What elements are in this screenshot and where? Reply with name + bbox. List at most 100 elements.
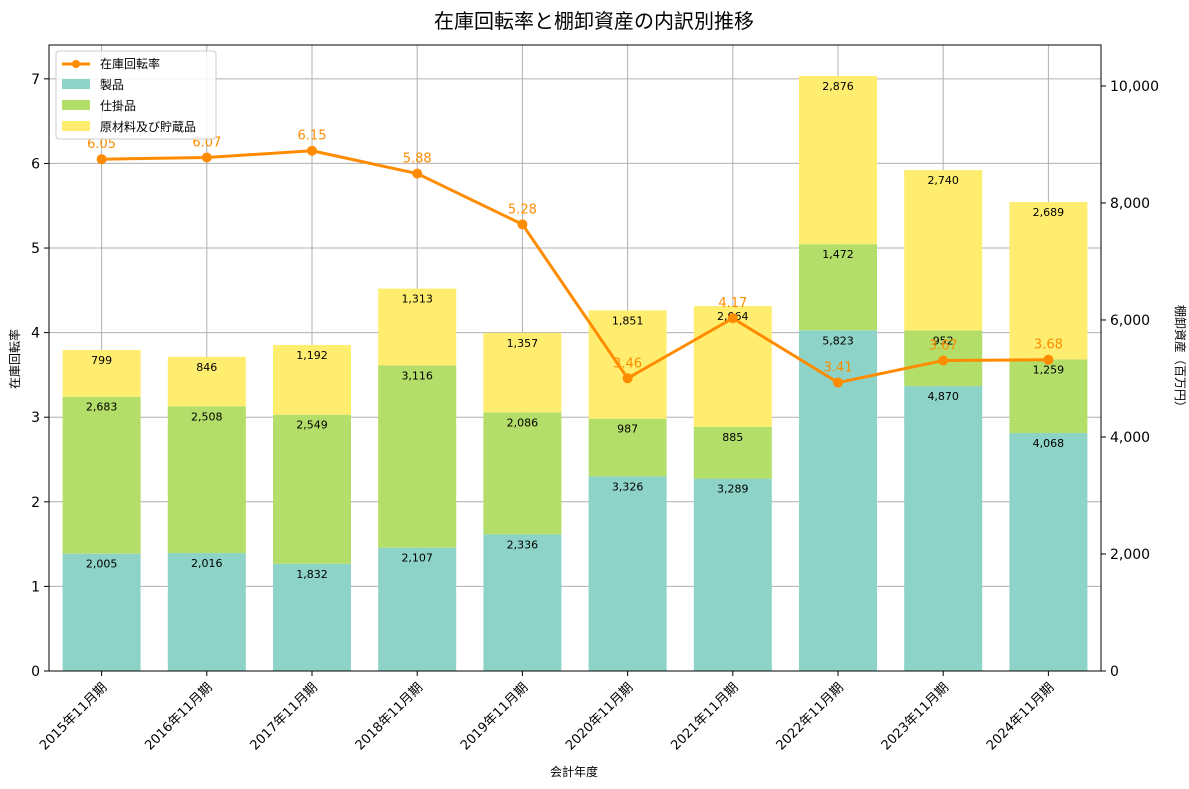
bar-value-label: 4,068 xyxy=(1033,437,1065,450)
bar-segment xyxy=(167,406,246,554)
legend-label-product: 製品 xyxy=(100,78,124,92)
bar-value-label: 846 xyxy=(196,361,217,374)
bar-segment xyxy=(693,478,772,671)
x-tick-label: 2018年11月期 xyxy=(353,680,426,753)
bars xyxy=(62,75,1088,671)
y-tick-label-left: 4 xyxy=(31,326,40,342)
bar-segment xyxy=(904,386,983,671)
turnover-marker xyxy=(833,377,843,388)
bar-value-label: 2,336 xyxy=(507,538,539,551)
legend-swatch-materials xyxy=(62,121,90,131)
turnover-marker xyxy=(517,219,528,230)
bar-segment xyxy=(483,534,562,671)
turnover-value-label: 3.41 xyxy=(824,361,853,376)
turnover-marker xyxy=(727,313,738,324)
turnover-value-label: 4.17 xyxy=(718,296,747,311)
legend-swatch-product xyxy=(62,79,90,89)
bar-segment xyxy=(1009,202,1088,360)
x-tick-label: 2017年11月期 xyxy=(248,680,321,753)
bar-segment xyxy=(588,418,667,477)
turnover-marker xyxy=(307,145,317,156)
bar-segment xyxy=(62,349,141,397)
turnover-value-label: 3.67 xyxy=(929,339,958,354)
bar-value-label: 3,289 xyxy=(717,483,749,496)
bar-segment xyxy=(693,306,772,427)
turnover-marker xyxy=(201,152,212,163)
bar-value-label: 5,823 xyxy=(822,334,854,347)
legend-line-marker xyxy=(72,60,80,68)
bar-value-label: 1,313 xyxy=(401,293,433,306)
bar-value-label: 1,851 xyxy=(612,314,644,327)
y-tick-label-left: 1 xyxy=(31,579,40,595)
bar-value-label: 2,876 xyxy=(822,80,854,93)
y-tick-label-left: 3 xyxy=(31,410,40,426)
bar-value-label: 2,016 xyxy=(191,557,223,570)
y-tick-label-left: 0 xyxy=(31,664,40,680)
bar-value-label: 3,116 xyxy=(401,369,433,382)
bar-value-label: 2,508 xyxy=(191,410,223,423)
bar-segment xyxy=(62,396,141,554)
bar-segment xyxy=(799,75,877,245)
turnover-value-label: 3.46 xyxy=(613,356,642,371)
bar-value-label: 2,683 xyxy=(86,401,118,414)
bar-segment xyxy=(273,344,351,415)
y-tick-label-right: 0 xyxy=(1110,664,1119,680)
legend: 在庫回転率 製品 仕掛品 原材料及び貯蔵品 xyxy=(55,50,217,140)
bar-value-label: 2,086 xyxy=(507,416,539,429)
y-tick-label-right: 10,000 xyxy=(1110,79,1159,95)
bar-segment xyxy=(588,476,667,671)
y-tick-label-right: 2,000 xyxy=(1110,547,1150,563)
bar-segment xyxy=(693,426,772,479)
turnover-marker xyxy=(96,154,107,165)
legend-box xyxy=(55,50,217,140)
bar-segment xyxy=(483,332,562,413)
bar-segment xyxy=(904,170,983,331)
bar-value-label: 3,326 xyxy=(612,480,644,493)
turnover-polyline xyxy=(101,149,1049,385)
bar-value-label: 2,107 xyxy=(401,552,433,565)
bar-value-label: 4,870 xyxy=(927,390,959,403)
turnover-marker xyxy=(938,355,949,366)
bar-value-label: 799 xyxy=(91,354,112,367)
x-tick-label: 2015年11月期 xyxy=(37,680,110,753)
bar-value-label: 2,005 xyxy=(86,558,118,571)
bar-value-label: 1,259 xyxy=(1033,363,1065,376)
bar-value-label: 2,740 xyxy=(927,174,959,187)
bar-segment xyxy=(483,412,562,535)
y-tick-label-left: 6 xyxy=(31,156,40,172)
y-tick-label-left: 2 xyxy=(31,495,40,511)
bar-value-label: 1,357 xyxy=(507,337,539,350)
bar-value-label: 1,472 xyxy=(822,248,854,261)
legend-label-wip: 仕掛品 xyxy=(100,98,136,113)
turnover-value-label: 5.88 xyxy=(403,152,432,167)
turnover-marker xyxy=(412,168,423,179)
bar-segment xyxy=(378,365,457,548)
bar-value-label: 1,832 xyxy=(296,568,328,581)
bar-value-labels: 2,005 2,683 799 2,016 2,508 846 1,832 2,549 1,19… xyxy=(86,80,1064,581)
bar-segment xyxy=(273,414,351,564)
bar-segment xyxy=(167,553,246,671)
legend-swatch-wip xyxy=(62,100,90,110)
y-tick-label-right: 4,000 xyxy=(1110,430,1150,446)
bar-segment xyxy=(799,244,877,331)
bar-segment xyxy=(1009,433,1088,671)
turnover-line: 6.05 6.07 6.155.885.283.464.173.413.67 3.68 xyxy=(87,129,1063,388)
bar-value-label: 2,689 xyxy=(1033,206,1065,219)
turnover-value-label: 5.28 xyxy=(508,202,537,217)
x-tick-label: 2016年11月期 xyxy=(142,680,215,753)
x-tick-label: 2024年11月期 xyxy=(984,680,1057,753)
bar-segment xyxy=(378,288,457,366)
bar-value-label: 952 xyxy=(933,334,954,347)
turnover-value-label: 6.05 xyxy=(87,137,116,152)
turnover-marker xyxy=(1043,354,1054,365)
bar-value-label: 2,549 xyxy=(296,419,328,432)
x-tick-label: 2022年11月期 xyxy=(774,680,847,753)
bar-segment xyxy=(167,356,246,407)
y-tick-label-left: 5 xyxy=(31,241,40,257)
bar-value-label: 1,192 xyxy=(296,349,328,362)
x-tick-label: 2019年11月期 xyxy=(458,680,531,753)
plot-frame xyxy=(48,44,1102,672)
x-axis-label: 会計年度 xyxy=(550,764,598,779)
x-tick-label: 2021年11月期 xyxy=(668,680,741,753)
